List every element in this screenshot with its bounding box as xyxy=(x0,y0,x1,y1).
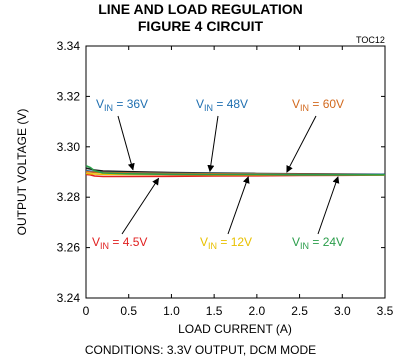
x-tick-label: 0.5 xyxy=(120,304,137,318)
annotation-label: VIN = 36V xyxy=(96,97,148,113)
y-tick-label: 3.32 xyxy=(57,89,81,103)
annotation-label: VIN = 4.5V xyxy=(92,235,147,251)
chart-tag: TOC12 xyxy=(356,35,385,45)
x-axis-label: LOAD CURRENT (A) xyxy=(178,322,292,336)
annotation-arrow xyxy=(117,115,135,171)
x-tick-label: 2.0 xyxy=(249,304,266,318)
annotation-arrow xyxy=(227,176,250,235)
x-tick-label: 1.5 xyxy=(206,304,223,318)
annotation-label: VIN = 60V xyxy=(292,97,344,113)
y-tick-label: 3.28 xyxy=(57,190,81,204)
x-tick-label: 3.0 xyxy=(334,304,351,318)
y-tick-label: 3.26 xyxy=(57,241,81,255)
y-tick-label: 3.34 xyxy=(57,39,81,53)
y-axis-label: OUTPUT VOLTAGE (V) xyxy=(15,109,29,236)
x-tick-label: 1.0 xyxy=(163,304,180,318)
x-tick-label: 0 xyxy=(83,304,90,318)
x-tick-label: 3.5 xyxy=(377,304,394,318)
x-tick-label: 2.5 xyxy=(291,304,308,318)
annotation-label: VIN = 48V xyxy=(196,97,248,113)
conditions-footnote: CONDITIONS: 3.3V OUTPUT, DCM MODE xyxy=(84,343,317,357)
annotation-label: VIN = 24V xyxy=(292,235,344,251)
annotation-arrow xyxy=(207,115,219,173)
annotation-arrow xyxy=(121,177,160,235)
y-tick-label: 3.24 xyxy=(57,291,81,305)
annotation-label: VIN = 12V xyxy=(200,235,252,251)
annotation-arrow xyxy=(317,176,340,235)
annotation-arrow xyxy=(286,115,317,173)
series-line-24v xyxy=(85,164,385,176)
chart-title: LINE AND LOAD REGULATION xyxy=(98,1,303,17)
chart-subtitle: FIGURE 4 CIRCUIT xyxy=(137,18,264,34)
y-tick-label: 3.30 xyxy=(57,140,81,154)
